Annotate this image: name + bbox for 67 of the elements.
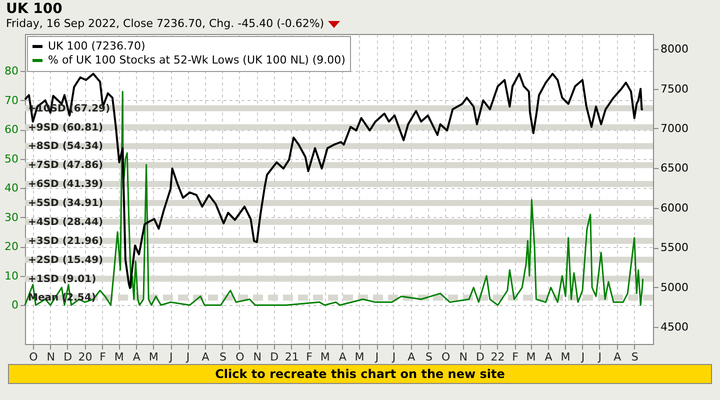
- y-tick-label: 60: [4, 123, 18, 136]
- x-tick-label: J: [597, 350, 602, 364]
- chart-subtitle: Friday, 16 Sep 2022, Close 7236.70, Chg. -45.40 (-0.62%): [6, 17, 324, 31]
- x-tick-label: 20: [78, 350, 92, 364]
- x-tick-label: S: [219, 350, 226, 364]
- y2-tick-label: 6500: [660, 162, 688, 175]
- x-tick-label: N: [459, 350, 468, 364]
- x-tick-label: D: [64, 350, 72, 364]
- ref-line-label: +4SD (28.44): [28, 216, 104, 228]
- y-tick-label: 40: [4, 182, 18, 195]
- x-tick-label: M: [354, 350, 364, 364]
- ref-line-label: +1SD (9.01): [28, 274, 96, 285]
- x-tick-label: O: [236, 350, 245, 364]
- x-tick-label: O: [29, 350, 38, 364]
- x-tick-label: S: [425, 350, 432, 364]
- x-tick-label: N: [253, 350, 262, 364]
- y2-tick-label: 8000: [660, 42, 688, 56]
- x-tick-label: A: [132, 350, 141, 364]
- x-tick-label: M: [560, 350, 570, 364]
- x-tick-label: N: [46, 350, 56, 364]
- x-tick-label: A: [544, 350, 553, 364]
- x-tick-label: J: [185, 350, 190, 364]
- y-tick-label: 10: [4, 269, 18, 282]
- ref-line-label: +9SD (60.81): [28, 122, 104, 134]
- x-tick-label: 21: [284, 350, 299, 364]
- x-tick-label: J: [168, 350, 173, 364]
- text: Click to recreate this chart on the new site: [8, 364, 712, 384]
- x-tick-label: F: [512, 350, 518, 364]
- x-tick-label: D: [270, 350, 279, 364]
- x-tick-label: M: [526, 350, 536, 364]
- ref-line-label: +6SD (41.39): [28, 179, 104, 190]
- ref-line-label: +8SD (54.34): [28, 141, 104, 152]
- x-tick-label: D: [476, 350, 485, 364]
- x-tick-label: F: [100, 350, 106, 364]
- ref-line-label: +3SD (21.96): [28, 236, 104, 247]
- x-tick-label: M: [114, 350, 124, 364]
- y2-tick-label: 4500: [660, 320, 688, 334]
- y2-tick-label: 5500: [660, 241, 688, 254]
- x-tick-label: A: [408, 350, 416, 364]
- y-tick-label: 20: [4, 240, 18, 254]
- y-tick-label: 0: [12, 298, 18, 312]
- y-tick-label: 50: [4, 152, 18, 166]
- x-tick-label: 22: [490, 350, 505, 364]
- legend-label: UK 100 (7236.70): [48, 40, 146, 52]
- x-tick-label: J: [580, 350, 585, 364]
- chart-title: UK 100: [6, 1, 64, 17]
- ref-line-label: +7SD (47.86): [28, 160, 104, 172]
- y2-tick-label: 7000: [660, 122, 688, 135]
- legend-label: % of UK 100 Stocks at 52-Wk Lows (UK 100 NL) (9.00): [48, 54, 346, 66]
- x-tick-label: M: [148, 350, 158, 364]
- x-tick-label: J: [391, 350, 396, 364]
- y2-tick-label: 6000: [660, 201, 688, 214]
- y2-tick-label: 7500: [660, 82, 688, 96]
- x-tick-label: F: [306, 350, 312, 364]
- x-tick-label: M: [320, 350, 330, 364]
- x-tick-label: A: [614, 350, 622, 364]
- x-tick-label: J: [374, 350, 379, 364]
- y-tick-label: 70: [4, 94, 18, 107]
- y-tick-label: 80: [4, 64, 18, 78]
- ref-line-label: +2SD (15.49): [28, 254, 104, 266]
- y-tick-label: 30: [4, 210, 18, 224]
- x-tick-label: A: [338, 350, 347, 364]
- x-tick-label: S: [631, 350, 638, 364]
- y2-tick-label: 5000: [660, 280, 688, 294]
- ref-line-label: +5SD (34.91): [28, 198, 104, 210]
- x-tick-label: O: [442, 350, 451, 364]
- x-tick-label: A: [202, 350, 210, 364]
